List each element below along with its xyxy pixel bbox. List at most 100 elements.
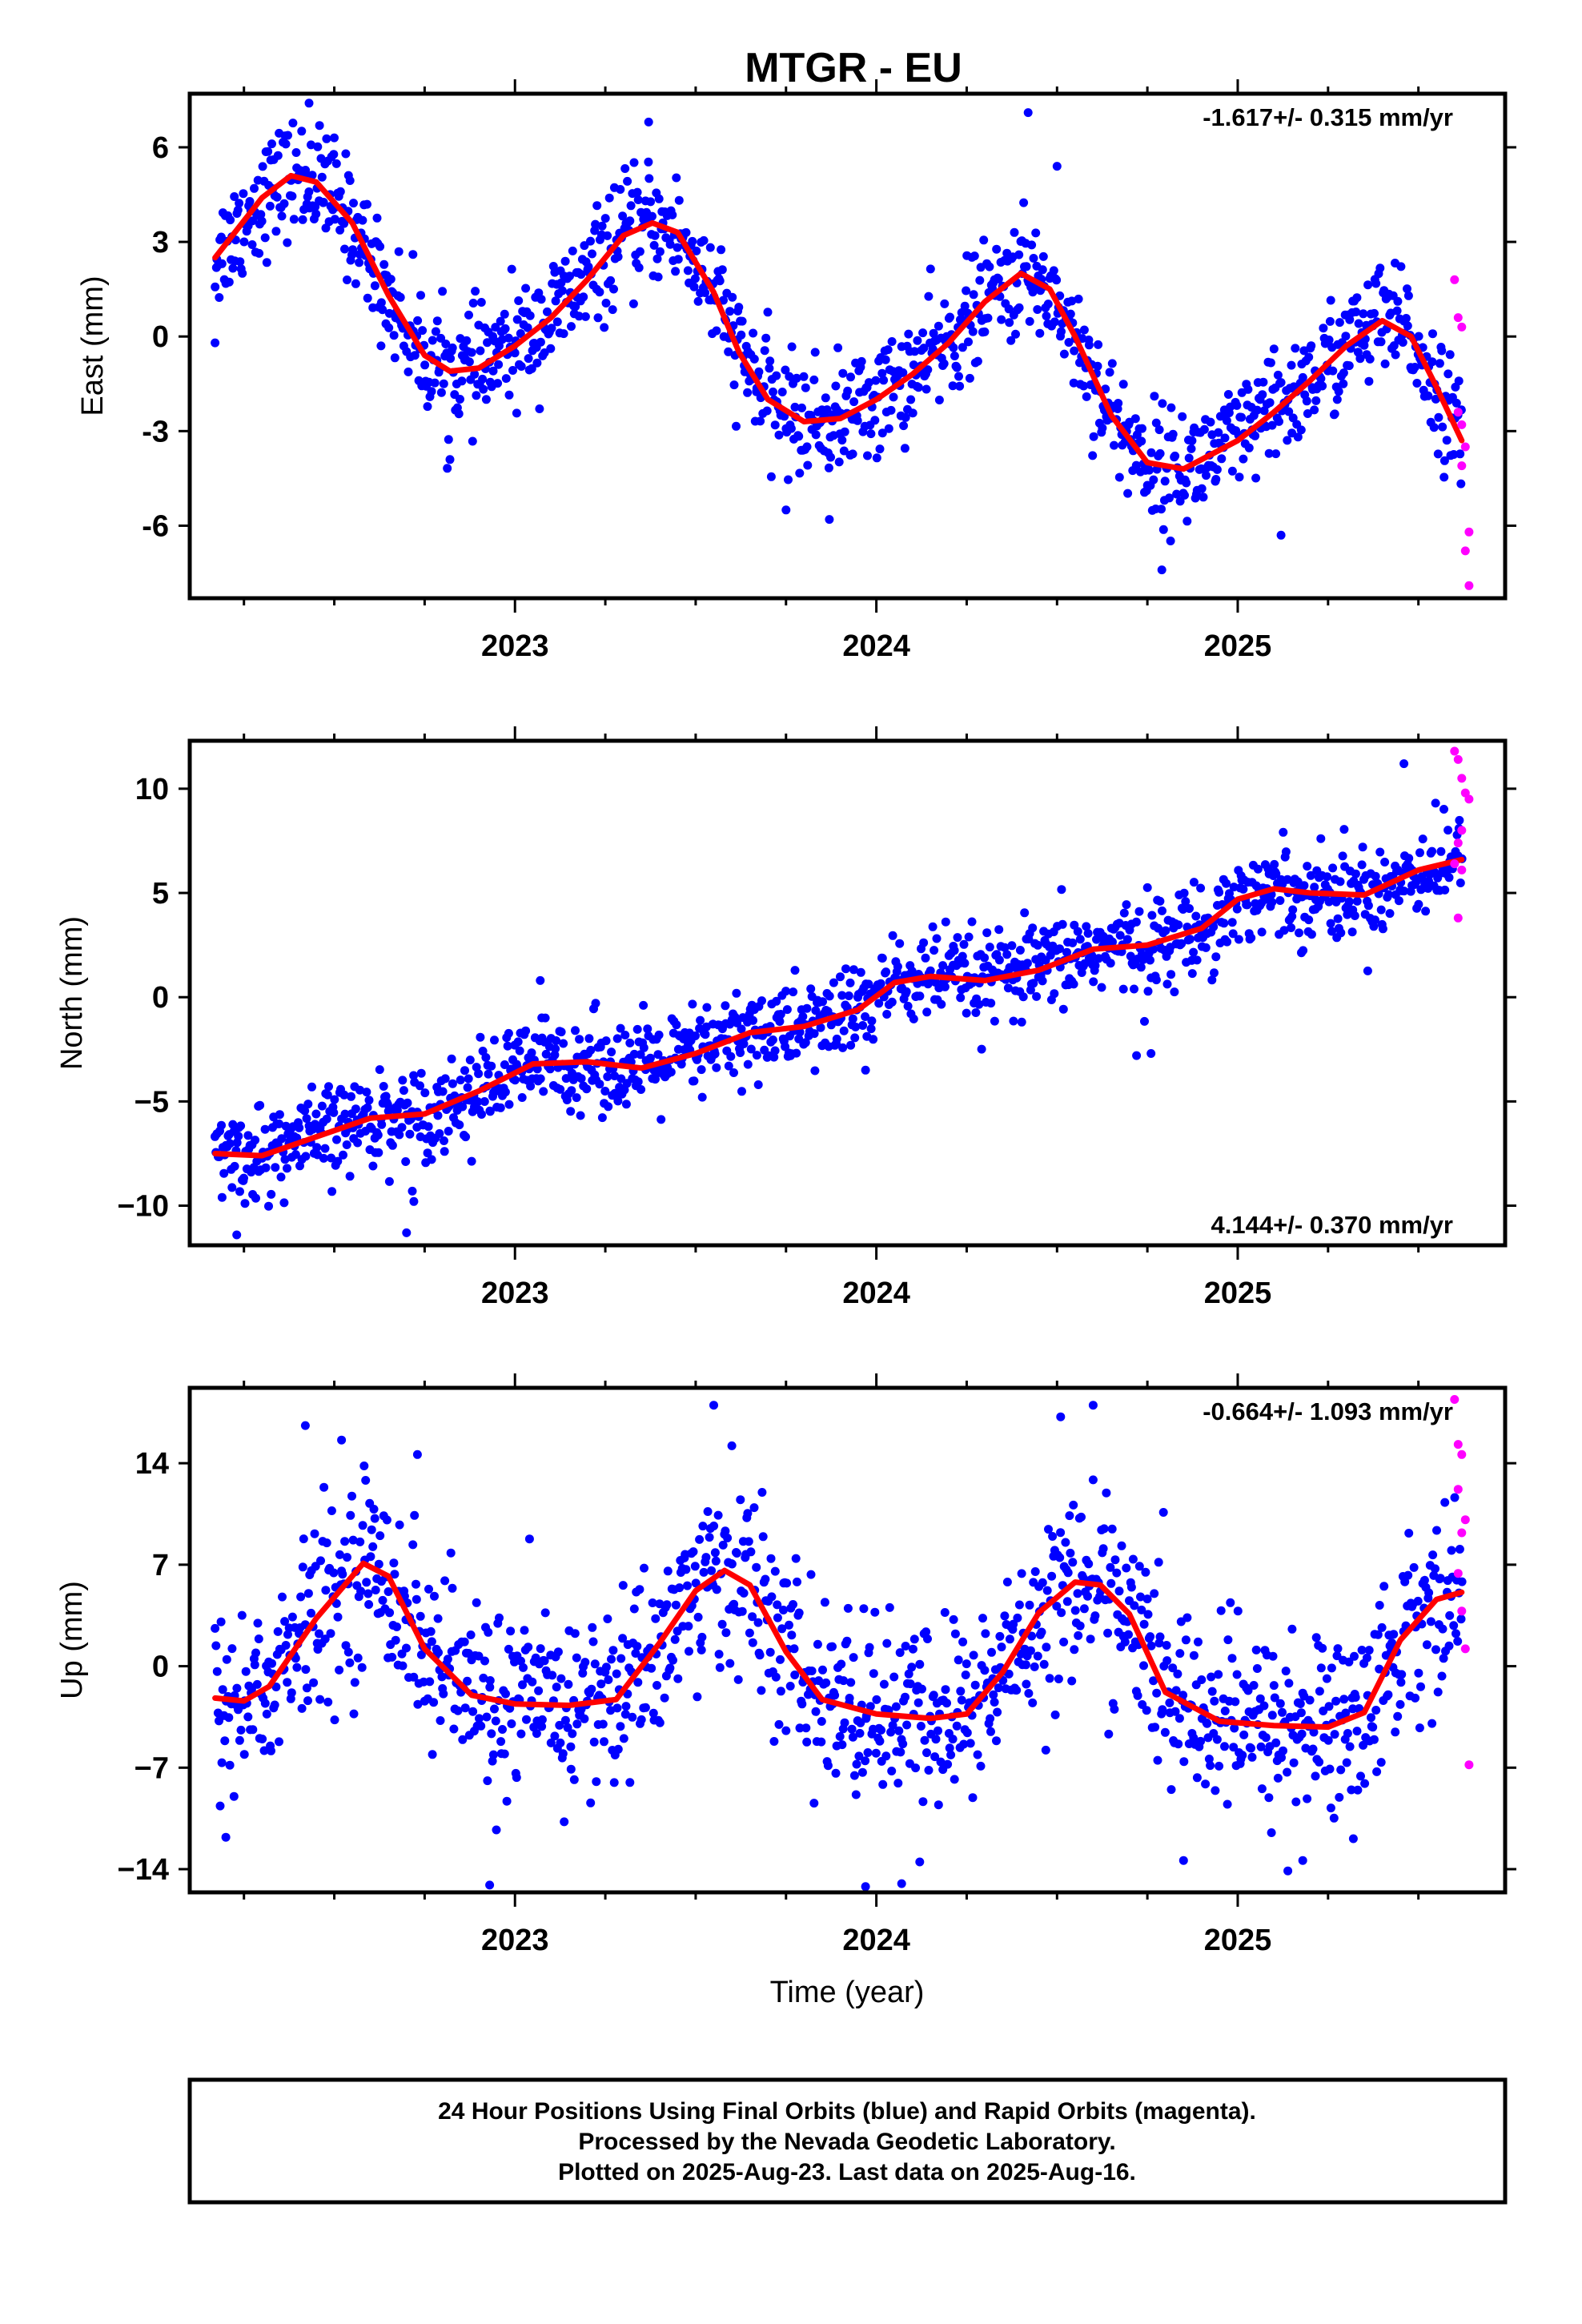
north-final-point bbox=[672, 1020, 681, 1030]
north-final-point bbox=[320, 1144, 330, 1153]
north-final-point bbox=[275, 1110, 284, 1120]
east-final-point bbox=[568, 246, 577, 255]
up-final-point bbox=[818, 1665, 827, 1675]
north-final-point bbox=[435, 1129, 444, 1138]
east-final-point bbox=[913, 383, 923, 392]
north-final-point bbox=[1336, 928, 1346, 938]
north-final-point bbox=[484, 1069, 493, 1079]
east-final-point bbox=[1223, 390, 1233, 399]
north-final-point bbox=[438, 1087, 448, 1096]
east-final-point bbox=[1049, 266, 1058, 275]
up-final-point bbox=[852, 1759, 861, 1769]
north-final-point bbox=[1243, 900, 1252, 910]
east-final-point bbox=[1154, 425, 1164, 435]
east-final-point bbox=[763, 308, 773, 317]
north-final-point bbox=[639, 1043, 648, 1052]
north-final-point bbox=[801, 1038, 810, 1047]
east-final-point bbox=[1449, 450, 1459, 459]
north-final-point bbox=[1211, 952, 1221, 962]
up-final-point bbox=[355, 1537, 365, 1546]
up-final-point bbox=[807, 1667, 817, 1675]
up-final-point bbox=[1391, 1727, 1400, 1737]
up-final-point bbox=[1356, 1771, 1365, 1781]
east-final-point bbox=[749, 354, 759, 364]
up-final-point bbox=[655, 1718, 665, 1727]
east-final-point bbox=[1401, 314, 1411, 323]
up-x-ticks: 2023 2024 2025 bbox=[243, 1373, 1420, 1957]
up-final-point bbox=[1056, 1528, 1066, 1538]
east-final-point bbox=[307, 171, 317, 180]
up-final-point bbox=[877, 1725, 886, 1735]
up-final-point bbox=[1090, 1611, 1100, 1621]
up-final-point bbox=[590, 1659, 600, 1669]
up-final-point bbox=[299, 1534, 308, 1544]
up-final-point bbox=[625, 1778, 635, 1787]
north-final-point bbox=[838, 1043, 848, 1052]
east-final-point bbox=[939, 359, 949, 368]
east-final-point bbox=[1187, 436, 1197, 445]
north-final-point bbox=[710, 1049, 720, 1059]
up-final-point bbox=[296, 1592, 306, 1602]
east-final-point bbox=[1014, 303, 1024, 312]
north-final-point bbox=[368, 1161, 378, 1171]
east-final-point bbox=[626, 201, 636, 211]
up-final-point bbox=[769, 1737, 779, 1746]
up-final-point bbox=[929, 1691, 938, 1700]
north-final-point bbox=[1253, 864, 1263, 874]
up-final-point bbox=[934, 1800, 943, 1810]
east-final-point bbox=[946, 312, 954, 322]
east-final-point bbox=[580, 312, 590, 321]
east-final-point bbox=[870, 416, 880, 425]
up-final-point bbox=[464, 1649, 473, 1658]
up-final-point bbox=[320, 1634, 330, 1644]
east-final-point bbox=[330, 133, 339, 143]
up-final-point bbox=[616, 1722, 625, 1731]
up-final-point bbox=[978, 1614, 987, 1623]
up-final-point bbox=[1419, 1575, 1429, 1585]
up-final-point bbox=[1201, 1779, 1211, 1789]
east-final-point bbox=[866, 429, 876, 439]
east-final-point bbox=[386, 275, 396, 284]
east-final-point bbox=[560, 256, 570, 266]
up-final-point bbox=[616, 1654, 626, 1663]
east-final-point bbox=[1293, 432, 1303, 442]
up-final-point bbox=[518, 1680, 527, 1690]
east-final-point bbox=[1006, 336, 1016, 345]
up-final-point bbox=[1283, 1767, 1292, 1777]
up-final-point bbox=[821, 1678, 831, 1687]
figure-title: MTGR - EU bbox=[745, 45, 962, 91]
north-final-point bbox=[922, 1007, 932, 1017]
east-final-point bbox=[215, 293, 224, 302]
north-final-point bbox=[440, 1136, 448, 1145]
north-final-point bbox=[1126, 951, 1135, 961]
east-final-point bbox=[1184, 453, 1194, 463]
north-final-point bbox=[776, 1010, 785, 1019]
north-final-point bbox=[769, 1052, 779, 1062]
east-final-point bbox=[821, 393, 830, 403]
north-final-point bbox=[1456, 879, 1465, 887]
up-final-point bbox=[773, 1613, 782, 1622]
north-final-point bbox=[1436, 846, 1446, 856]
east-final-point bbox=[1251, 473, 1261, 483]
north-final-point bbox=[521, 1026, 531, 1035]
up-final-point bbox=[569, 1775, 579, 1784]
north-final-point bbox=[789, 987, 798, 997]
east-final-point bbox=[889, 392, 898, 402]
up-final-point bbox=[1012, 1686, 1022, 1695]
east-points bbox=[211, 99, 1466, 575]
up-final-point bbox=[519, 1663, 528, 1672]
east-final-point bbox=[1302, 396, 1311, 406]
up-final-point bbox=[663, 1566, 673, 1576]
north-final-point bbox=[1270, 859, 1279, 869]
up-final-point bbox=[1414, 1668, 1423, 1678]
east-final-point bbox=[247, 240, 257, 249]
up-final-point bbox=[298, 1562, 307, 1572]
east-final-point bbox=[1057, 327, 1066, 336]
north-final-point bbox=[373, 1130, 383, 1140]
up-final-point bbox=[771, 1672, 781, 1682]
up-rate-label: -0.664+/- 1.093 mm/yr bbox=[1203, 1397, 1453, 1425]
north-final-point bbox=[576, 1074, 586, 1084]
north-final-point bbox=[1062, 947, 1071, 957]
up-final-point bbox=[861, 1882, 870, 1892]
east-final-point bbox=[478, 374, 488, 384]
